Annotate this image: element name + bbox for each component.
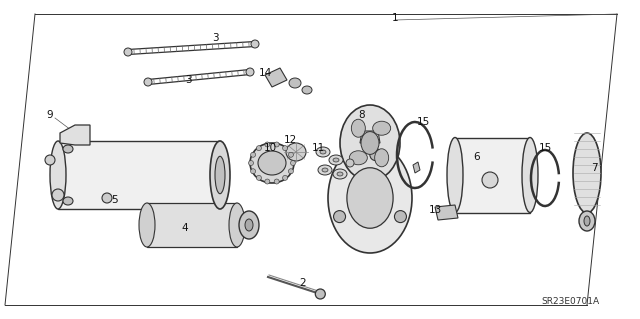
Ellipse shape — [337, 172, 343, 176]
Ellipse shape — [361, 132, 379, 154]
Text: 9: 9 — [47, 110, 53, 120]
Circle shape — [144, 78, 152, 86]
Ellipse shape — [318, 165, 332, 175]
Ellipse shape — [50, 141, 66, 209]
Circle shape — [274, 179, 279, 184]
Circle shape — [251, 40, 259, 48]
Polygon shape — [58, 141, 220, 209]
Ellipse shape — [63, 145, 73, 153]
Circle shape — [333, 211, 346, 223]
Text: 10: 10 — [264, 143, 276, 153]
Text: SR23E0701A: SR23E0701A — [542, 297, 600, 306]
Ellipse shape — [333, 169, 347, 179]
Text: 8: 8 — [358, 110, 365, 120]
Ellipse shape — [239, 211, 259, 239]
Text: 1: 1 — [392, 13, 398, 23]
Ellipse shape — [322, 168, 328, 172]
Ellipse shape — [289, 78, 301, 88]
Text: 12: 12 — [284, 135, 296, 145]
Circle shape — [52, 189, 64, 201]
Ellipse shape — [316, 147, 330, 157]
Ellipse shape — [215, 156, 225, 194]
Ellipse shape — [340, 105, 400, 181]
Text: 13: 13 — [428, 205, 442, 215]
Ellipse shape — [447, 137, 463, 212]
Ellipse shape — [245, 219, 253, 231]
Text: 2: 2 — [300, 278, 307, 288]
Ellipse shape — [584, 216, 590, 226]
Ellipse shape — [286, 143, 306, 161]
Ellipse shape — [573, 133, 601, 213]
Circle shape — [124, 48, 132, 56]
Ellipse shape — [210, 141, 230, 209]
Ellipse shape — [374, 149, 388, 167]
Circle shape — [291, 160, 296, 166]
Ellipse shape — [347, 168, 393, 228]
Ellipse shape — [328, 143, 412, 253]
Circle shape — [265, 179, 270, 184]
Circle shape — [246, 68, 254, 76]
Circle shape — [316, 289, 325, 299]
Polygon shape — [265, 68, 287, 87]
Circle shape — [289, 169, 293, 174]
Text: 15: 15 — [417, 117, 429, 127]
Polygon shape — [360, 131, 380, 143]
Polygon shape — [60, 125, 90, 145]
Text: 7: 7 — [591, 163, 597, 173]
Text: 6: 6 — [474, 152, 480, 162]
Circle shape — [482, 172, 498, 188]
Circle shape — [283, 175, 287, 180]
Ellipse shape — [63, 197, 73, 205]
Ellipse shape — [258, 151, 286, 175]
Circle shape — [257, 175, 261, 180]
Circle shape — [289, 152, 293, 157]
Circle shape — [283, 146, 287, 151]
Circle shape — [370, 149, 382, 161]
Ellipse shape — [349, 151, 367, 165]
Polygon shape — [413, 162, 420, 173]
Ellipse shape — [250, 143, 294, 183]
Circle shape — [394, 211, 406, 223]
Circle shape — [265, 142, 270, 147]
Ellipse shape — [139, 203, 155, 247]
Polygon shape — [147, 203, 237, 247]
Polygon shape — [455, 137, 530, 212]
Circle shape — [257, 146, 261, 151]
Text: 3: 3 — [185, 75, 191, 85]
Text: 4: 4 — [182, 223, 188, 233]
Circle shape — [346, 159, 354, 167]
Ellipse shape — [329, 155, 343, 165]
Ellipse shape — [320, 150, 326, 154]
Text: 3: 3 — [212, 33, 218, 43]
Ellipse shape — [522, 137, 538, 212]
Text: 15: 15 — [538, 143, 552, 153]
Ellipse shape — [229, 203, 245, 247]
Text: 11: 11 — [312, 143, 324, 153]
Circle shape — [274, 142, 279, 147]
Ellipse shape — [333, 158, 339, 162]
Text: 5: 5 — [112, 195, 118, 205]
Ellipse shape — [579, 211, 595, 231]
Circle shape — [251, 169, 255, 174]
Ellipse shape — [302, 86, 312, 94]
Circle shape — [251, 152, 255, 157]
Text: 14: 14 — [259, 68, 271, 78]
Ellipse shape — [372, 121, 390, 135]
Circle shape — [45, 155, 55, 165]
Ellipse shape — [351, 119, 365, 137]
Circle shape — [248, 160, 253, 166]
Polygon shape — [435, 205, 458, 220]
Circle shape — [102, 193, 112, 203]
